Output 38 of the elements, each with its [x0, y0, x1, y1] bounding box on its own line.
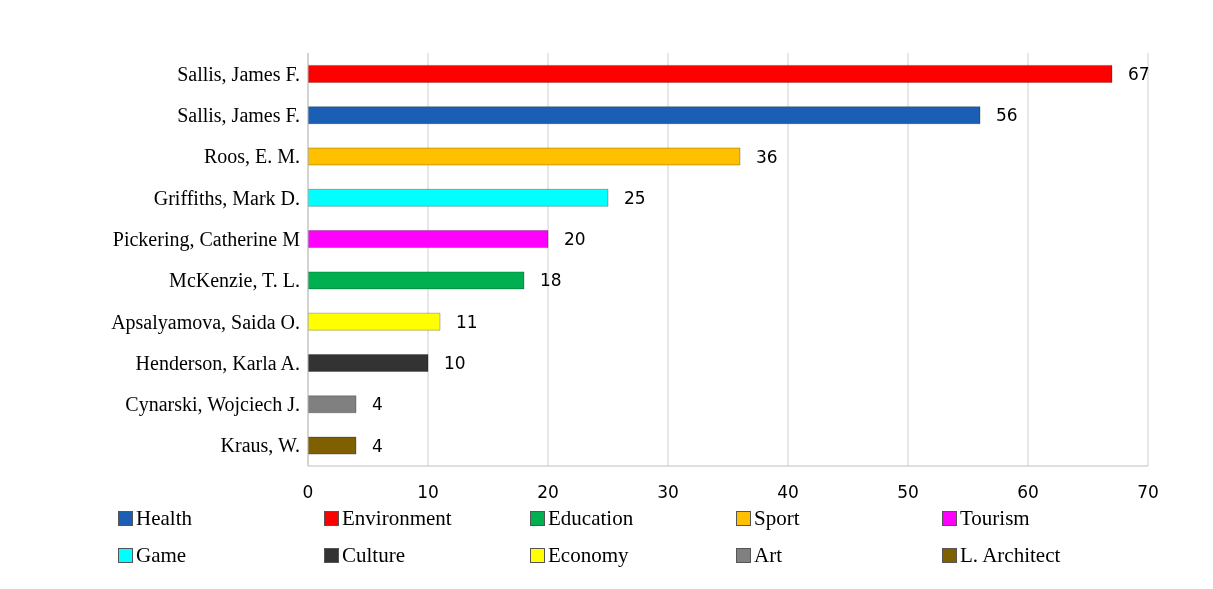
data-label: 18 — [540, 270, 562, 291]
legend-label: Economy — [548, 543, 629, 568]
y-tick-label: Sallis, James F. — [177, 104, 300, 127]
x-tick-label: 10 — [417, 482, 439, 503]
x-tick-label: 30 — [657, 482, 679, 503]
y-tick-label: Sallis, James F. — [177, 62, 300, 85]
legend-label: Game — [136, 543, 187, 568]
y-tick-label: Kraus, W. — [220, 434, 300, 457]
x-tick-label: 0 — [302, 482, 314, 503]
x-tick-label: 60 — [1017, 482, 1039, 503]
y-tick-label: Griffiths, Mark D. — [153, 186, 300, 209]
data-label: 67 — [1128, 63, 1150, 84]
y-tick-label: Apsalyamova, Saida O. — [111, 310, 300, 334]
data-label: 36 — [756, 146, 778, 167]
legend-label: Health — [136, 506, 192, 531]
legend-label: Environment — [342, 506, 452, 531]
data-label: 4 — [372, 394, 383, 415]
legend-label: Education — [548, 506, 634, 531]
y-tick-label: Pickering, Catherine M — [112, 227, 301, 251]
x-tick-label: 50 — [897, 482, 919, 503]
legend-label: L. Architect — [960, 543, 1061, 568]
y-tick-label: McKenzie, T. L. — [169, 269, 300, 292]
legend-label: Art — [754, 543, 782, 568]
legend-label: Culture — [342, 543, 405, 568]
x-tick-label: 70 — [1137, 482, 1159, 503]
data-label: 56 — [996, 105, 1018, 126]
legend-label: Sport — [754, 506, 800, 531]
data-label: 20 — [564, 229, 586, 250]
y-tick-label: Roos, E. M. — [203, 145, 300, 168]
y-tick-label: Cynarski, Wojciech J. — [125, 393, 300, 417]
data-label: 11 — [456, 311, 478, 332]
y-tick-label: Henderson, Karla A. — [135, 351, 300, 374]
x-tick-label: 20 — [537, 482, 559, 503]
legend-label: Tourism — [960, 506, 1030, 531]
data-label: 10 — [444, 353, 466, 374]
data-label: 25 — [624, 187, 646, 208]
x-tick-label: 40 — [777, 482, 799, 503]
data-label: 4 — [372, 435, 383, 456]
